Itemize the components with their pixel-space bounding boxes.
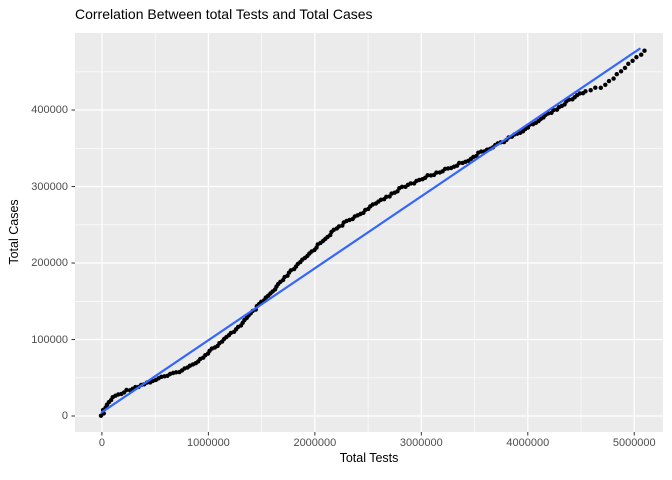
data-point bbox=[408, 181, 413, 186]
data-point bbox=[434, 170, 439, 175]
data-point bbox=[457, 160, 462, 166]
y-tick-label: 0 bbox=[61, 410, 68, 422]
x-tick-label: 1000000 bbox=[186, 437, 230, 449]
data-point bbox=[614, 72, 619, 77]
x-axis-title: Total Tests bbox=[339, 451, 399, 465]
data-point bbox=[583, 89, 588, 94]
data-point bbox=[606, 78, 612, 84]
data-point bbox=[124, 387, 129, 393]
x-tick-label: 2000000 bbox=[293, 437, 337, 449]
data-point bbox=[577, 91, 582, 96]
y-tick-label: 300000 bbox=[31, 180, 68, 193]
data-point bbox=[622, 65, 628, 71]
y-tick-label: 400000 bbox=[31, 104, 68, 117]
y-tick-label: 100000 bbox=[31, 333, 68, 346]
data-point bbox=[634, 55, 639, 60]
chart-title: Correlation Between total Tests and Tota… bbox=[75, 6, 373, 22]
data-point bbox=[425, 173, 430, 178]
data-point bbox=[611, 76, 616, 81]
trend-line bbox=[100, 47, 641, 414]
data-point bbox=[618, 69, 624, 74]
data-point bbox=[336, 224, 342, 229]
x-tick-label: 3000000 bbox=[399, 437, 443, 449]
data-point bbox=[639, 52, 644, 57]
data-point bbox=[479, 149, 484, 154]
data-point bbox=[173, 370, 179, 375]
x-tick-label: 5000000 bbox=[612, 437, 656, 449]
data-point bbox=[598, 85, 603, 91]
data-point bbox=[626, 61, 631, 66]
y-tick-label: 200000 bbox=[31, 257, 68, 270]
data-point bbox=[593, 85, 598, 90]
data-point bbox=[603, 82, 608, 88]
x-tick-label: 4000000 bbox=[506, 437, 550, 449]
data-point bbox=[399, 184, 405, 189]
data-point bbox=[630, 58, 635, 63]
data-point bbox=[384, 194, 389, 199]
data-layer bbox=[98, 47, 647, 418]
x-tick-label: 0 bbox=[98, 437, 105, 449]
data-point bbox=[588, 88, 593, 93]
data-point bbox=[642, 48, 647, 53]
